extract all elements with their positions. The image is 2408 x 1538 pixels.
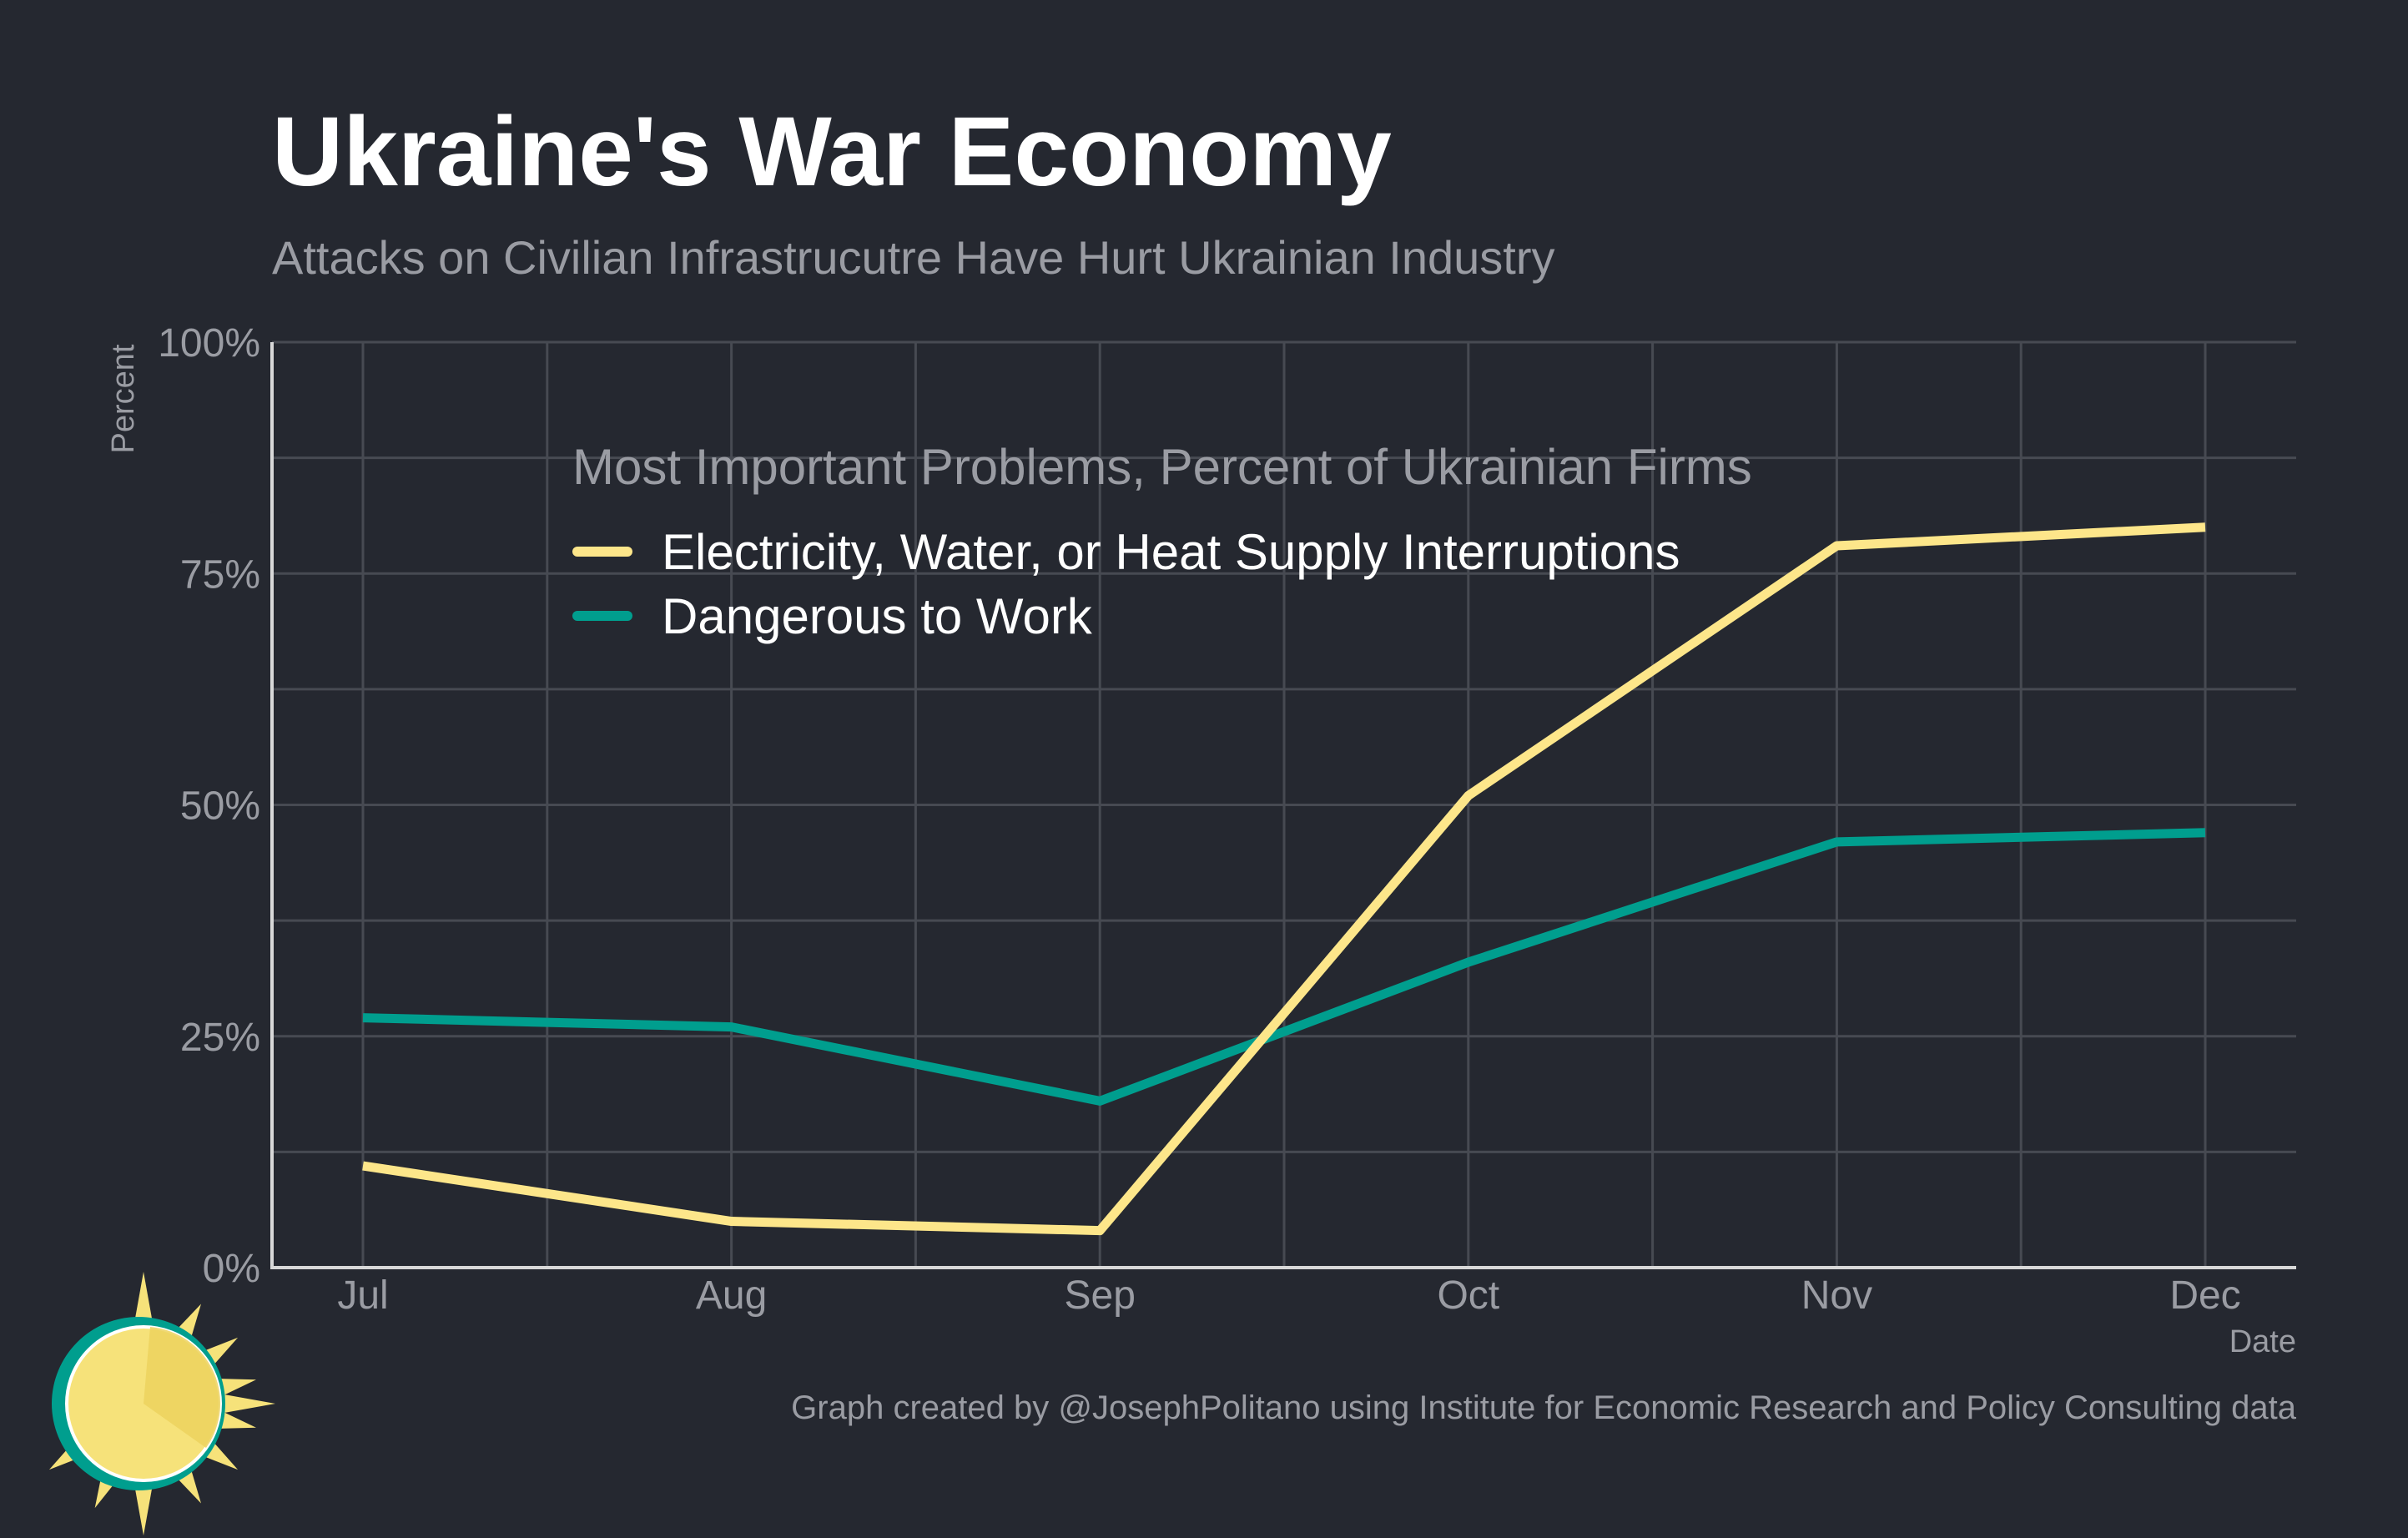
x-tick-label: Oct (1437, 1273, 1499, 1318)
chart-title: Ukraine's War Economy (272, 97, 1392, 207)
legend-title: Most Important Problems, Percent of Ukra… (572, 439, 1752, 495)
y-axis-label: Percent (106, 344, 141, 453)
series-line-electricity (362, 522, 2206, 1236)
x-tick-label: Dec (2169, 1273, 2240, 1318)
y-tick-label: 50% (180, 784, 260, 829)
x-axis-label: Date (2229, 1324, 2296, 1359)
series-lines (362, 522, 2206, 1236)
caption: Graph created by @JosephPolitano using I… (791, 1389, 2297, 1426)
chart-subtitle: Attacks on Civilian Infrastrucutre Have … (272, 231, 1554, 284)
x-tick-labels: Jul Aug Sep Oct Nov Dec (337, 1273, 2240, 1318)
x-tick-label: Aug (696, 1273, 767, 1318)
y-tick-label: 100% (158, 321, 260, 366)
legend-label-dangerous: Dangerous to Work (662, 588, 1093, 644)
legend-label-electricity: Electricity, Water, or Heat Supply Inter… (662, 524, 1680, 580)
x-tick-label: Nov (1801, 1273, 1872, 1318)
axes (270, 342, 2296, 1269)
y-tick-label: 75% (180, 552, 260, 597)
legend: Most Important Problems, Percent of Ukra… (572, 439, 1752, 644)
x-tick-label: Sep (1064, 1273, 1135, 1318)
y-tick-label: 0% (203, 1247, 260, 1291)
series-line-dangerous (362, 828, 2206, 1106)
y-tick-labels: 0% 25% 50% 75% 100% (158, 321, 260, 1291)
sun-ray (210, 1392, 275, 1415)
grid (272, 340, 2296, 1269)
sun-logo-icon (48, 1272, 275, 1535)
y-tick-label: 25% (180, 1016, 260, 1060)
x-tick-label: Jul (337, 1273, 388, 1318)
